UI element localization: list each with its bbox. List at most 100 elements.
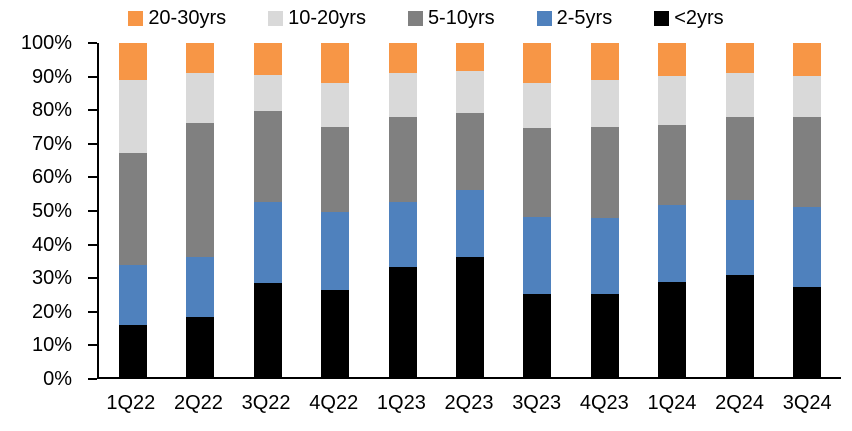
y-tick-label: 80% xyxy=(31,99,72,122)
y-tick-mark xyxy=(88,109,97,112)
stacked-bar xyxy=(253,43,282,377)
stacked-bar xyxy=(725,43,754,377)
chart-legend: 20-30yrs 10-20yrs 5-10yrs 2-5yrs <2yrs xyxy=(0,6,852,30)
bar-segment-20-30yrs xyxy=(793,43,822,77)
bar-segment-2yrs xyxy=(590,293,619,377)
bar-segment-2yrs xyxy=(455,256,484,377)
legend-label: 10-20yrs xyxy=(288,7,366,29)
stacked-bar xyxy=(793,43,822,377)
bar-segment-2-5yrs xyxy=(253,201,282,284)
bar-segment-2yrs xyxy=(793,286,822,377)
bar-segment-2yrs xyxy=(253,283,282,377)
y-tick-mark xyxy=(88,176,97,179)
y-tick-mark xyxy=(88,75,97,78)
y-tick-mark xyxy=(88,42,97,44)
bar-segment-2-5yrs xyxy=(793,206,822,287)
bar-column-1q22 xyxy=(99,43,166,377)
y-tick-mark xyxy=(88,344,97,347)
x-axis-label: 2Q24 xyxy=(715,392,765,414)
bar-segment-20-30yrs xyxy=(590,43,619,80)
stacked-bar xyxy=(590,43,619,377)
bar-segment-2-5yrs xyxy=(388,201,417,267)
bar-segment-2yrs xyxy=(321,290,350,377)
y-tick-label: 10% xyxy=(31,334,72,357)
x-axis-label: 1Q23 xyxy=(376,392,426,414)
bar-column-4q22 xyxy=(301,43,368,377)
bar-column-1q24 xyxy=(639,43,706,377)
legend-label: 2-5yrs xyxy=(556,7,613,29)
bar-column-3q23 xyxy=(504,43,571,377)
bar-segment-5-10yrs xyxy=(725,116,754,200)
bar-segment-2-5yrs xyxy=(725,200,754,276)
x-axis-label: 1Q24 xyxy=(647,392,697,414)
bar-segment-2-5yrs xyxy=(118,265,147,326)
bar-segment-10-20yrs xyxy=(253,74,282,112)
legend-item-2-5yrs: 2-5yrs xyxy=(536,6,613,30)
bar-segment-20-30yrs xyxy=(186,43,215,74)
bar-segment-20-30yrs xyxy=(455,43,484,72)
bar-segment-2-5yrs xyxy=(590,218,619,294)
bar-segment-5-10yrs xyxy=(523,128,552,217)
stacked-bar xyxy=(523,43,552,377)
bar-segment-2yrs xyxy=(725,275,754,377)
y-axis: 0% 10% 20% 30% 40% 50% 60% 70% 80% 90% 100% xyxy=(0,33,97,389)
bar-segment-2yrs xyxy=(523,293,552,377)
bar-segment-20-30yrs xyxy=(253,43,282,75)
legend-marker-icon xyxy=(268,10,284,26)
bar-column-3q24 xyxy=(774,43,841,377)
legend-label: 5-10yrs xyxy=(427,7,495,29)
y-tick-label: 50% xyxy=(31,200,72,222)
bar-column-2q22 xyxy=(166,43,233,377)
y-tick-label: 60% xyxy=(31,166,72,189)
y-tick-label: 70% xyxy=(31,132,72,155)
bar-segment-2yrs xyxy=(388,266,417,377)
x-axis-label: 3Q23 xyxy=(512,392,562,414)
x-axis-label: 1Q22 xyxy=(106,392,156,414)
bar-segment-5-10yrs xyxy=(388,116,417,202)
y-tick-mark xyxy=(88,142,97,145)
legend-item-2yrs: <2yrs xyxy=(654,6,724,30)
bar-segment-10-20yrs xyxy=(186,73,215,124)
legend-marker-icon xyxy=(128,10,144,26)
y-tick-label: 40% xyxy=(31,233,72,256)
y-tick-mark xyxy=(88,277,97,280)
y-tick-label: 0% xyxy=(43,368,72,390)
bar-column-2q24 xyxy=(706,43,773,377)
stacked-bar xyxy=(186,43,215,377)
x-axis-label: 4Q23 xyxy=(579,392,629,414)
bar-segment-2yrs xyxy=(658,281,687,377)
legend-label: <2yrs xyxy=(674,7,724,29)
legend-item-5-10yrs: 5-10yrs xyxy=(407,6,495,30)
bar-segment-20-30yrs xyxy=(118,43,147,80)
x-axis-label: 3Q22 xyxy=(241,392,291,414)
bar-segment-20-30yrs xyxy=(321,43,350,84)
bar-segment-2yrs xyxy=(118,325,147,377)
bar-segment-20-30yrs xyxy=(658,43,687,77)
legend-marker-icon xyxy=(407,10,423,26)
bar-segment-20-30yrs xyxy=(388,43,417,74)
y-tick-mark xyxy=(88,378,97,380)
bar-segment-5-10yrs xyxy=(321,126,350,212)
bar-segment-2-5yrs xyxy=(455,189,484,257)
bar-segment-5-10yrs xyxy=(186,123,215,257)
legend-label: 20-30yrs xyxy=(148,7,227,29)
x-axis-label: 3Q24 xyxy=(782,392,832,414)
x-axis-label: 4Q22 xyxy=(309,392,359,414)
bar-column-4q23 xyxy=(571,43,638,377)
bar-segment-2-5yrs xyxy=(321,211,350,291)
bar-segment-10-20yrs xyxy=(590,79,619,127)
bar-column-1q23 xyxy=(369,43,436,377)
bar-segment-10-20yrs xyxy=(725,73,754,117)
bar-segment-2-5yrs xyxy=(658,205,687,282)
bar-segment-10-20yrs xyxy=(388,73,417,117)
bar-segment-2-5yrs xyxy=(186,256,215,317)
y-tick-mark xyxy=(88,210,97,212)
y-tick-label: 90% xyxy=(31,65,72,88)
bar-segment-5-10yrs xyxy=(118,153,147,266)
y-tick-mark xyxy=(88,310,97,313)
x-axis-label: 2Q23 xyxy=(444,392,494,414)
y-tick-label: 100% xyxy=(20,32,72,54)
bar-segment-5-10yrs xyxy=(253,111,282,202)
stacked-bar xyxy=(321,43,350,377)
